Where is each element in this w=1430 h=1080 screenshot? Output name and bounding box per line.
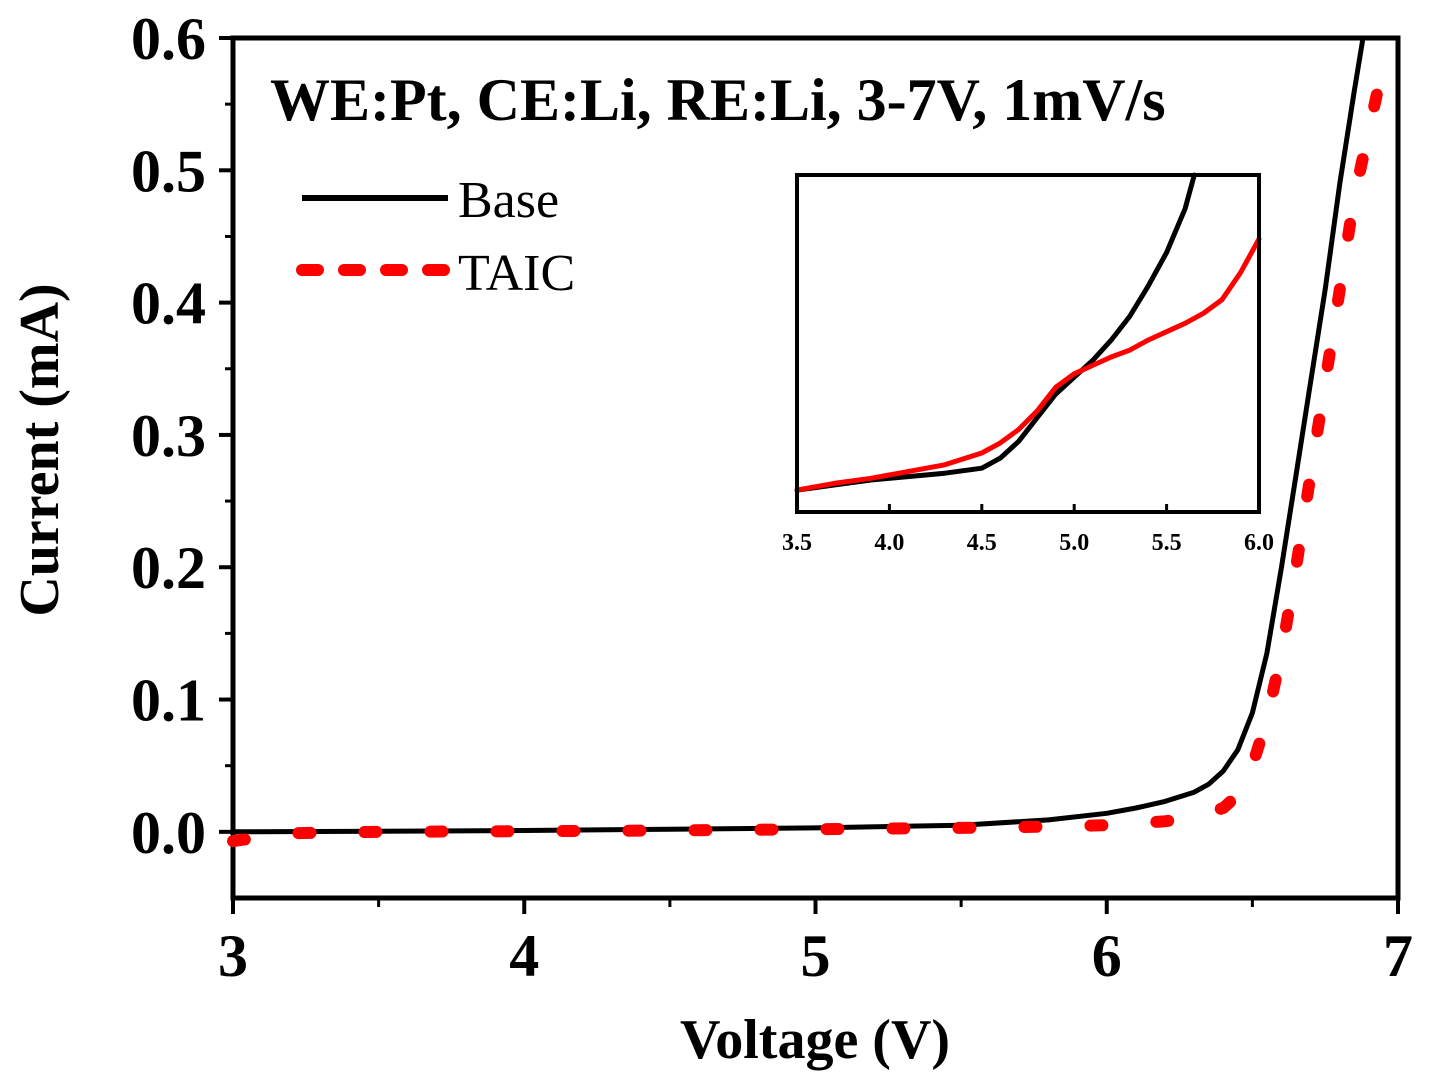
y-tick-label: 0.5 bbox=[131, 138, 206, 204]
inset-series-line-taic bbox=[794, 236, 1262, 493]
y-tick-label: 0.6 bbox=[131, 6, 206, 72]
inset-x-tick-label: 5.5 bbox=[1152, 530, 1182, 556]
inset-plot-series bbox=[794, 172, 1262, 493]
legend-label-taic: TAIC bbox=[458, 245, 575, 302]
experiment-conditions-annotation: WE:Pt, CE:Li, RE:Li, 3-7V, 1mV/s bbox=[270, 67, 1166, 133]
inset-series-line-base bbox=[794, 172, 1197, 493]
y-tick-label: 0.4 bbox=[131, 271, 206, 337]
inset-plot-background bbox=[797, 175, 1259, 512]
inset-x-tick-label: 4.0 bbox=[874, 530, 904, 556]
main-plot-series bbox=[227, 37, 1384, 848]
inset-x-tick-label: 4.5 bbox=[967, 530, 997, 556]
legend: Base TAIC bbox=[296, 172, 575, 302]
x-tick-label: 3 bbox=[218, 923, 248, 989]
inset-axis-ticks: 3.5 4.0 4.5 5.0 5.5 6.0 bbox=[782, 504, 1274, 556]
x-tick-label: 7 bbox=[1383, 923, 1413, 989]
y-tick-label: 0.2 bbox=[131, 535, 206, 601]
y-tick-label: 0.1 bbox=[131, 668, 206, 734]
x-tick-label: 6 bbox=[1092, 923, 1122, 989]
inset-plot-frame bbox=[795, 173, 1261, 514]
main-axis-ticks: 3 4 5 6 7 0.0 0.1 0.2 0.3 0.4 0.5 0.6 bbox=[131, 6, 1413, 989]
y-tick-label: 0.0 bbox=[131, 800, 206, 866]
x-tick-label: 5 bbox=[801, 923, 831, 989]
inset-x-tick-label: 3.5 bbox=[782, 530, 812, 556]
series-line-taic bbox=[227, 84, 1384, 848]
inset-x-tick-label: 5.0 bbox=[1059, 530, 1089, 556]
y-tick-label: 0.3 bbox=[131, 403, 206, 469]
inset-x-tick-label: 6.0 bbox=[1244, 530, 1274, 556]
x-axis-title: Voltage (V) bbox=[680, 1009, 950, 1071]
y-axis-title: Current (mA) bbox=[9, 283, 71, 616]
legend-label-base: Base bbox=[458, 172, 559, 229]
x-tick-label: 4 bbox=[509, 923, 539, 989]
